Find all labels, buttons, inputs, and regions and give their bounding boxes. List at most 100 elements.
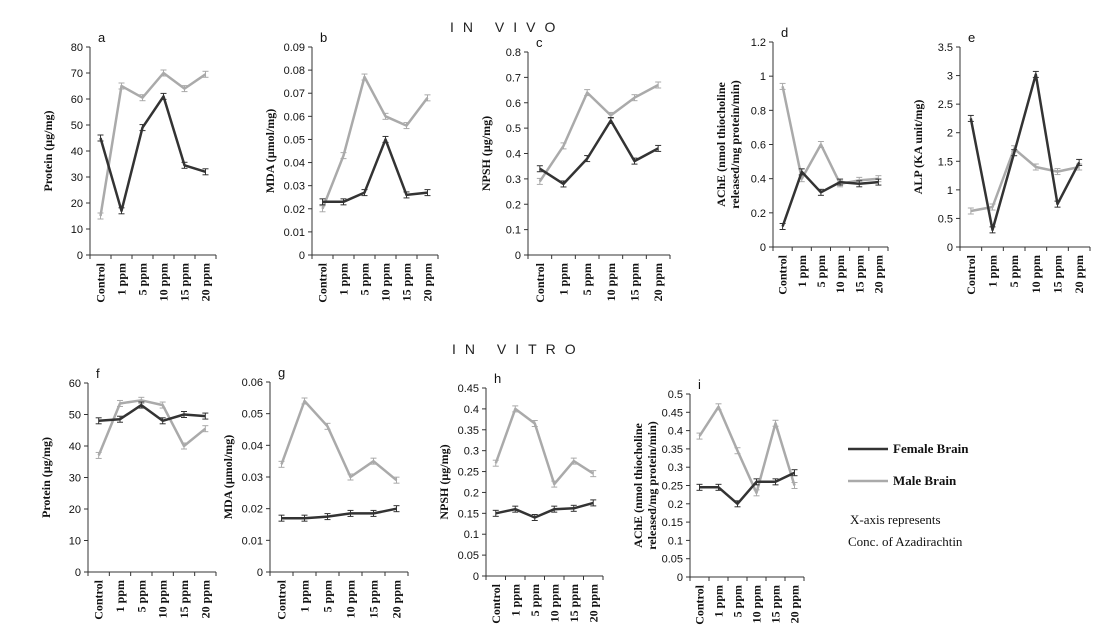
x-tick-label: 15 ppm	[367, 580, 381, 618]
x-tick-label: 15 ppm	[628, 263, 642, 301]
x-tick-label: 15 ppm	[178, 263, 192, 301]
panel-label: h	[494, 371, 501, 386]
y-tick-label: 0.2	[464, 487, 479, 499]
y-tick-label: 0.05	[662, 554, 683, 566]
x-tick-label: 20 ppm	[390, 580, 404, 618]
y-tick-label: 0.8	[506, 47, 521, 59]
y-tick-label: 0.7	[506, 72, 521, 84]
y-tick-label: 0.15	[458, 508, 479, 520]
y-axis-label-line2: released/mg protein/min)	[645, 421, 659, 550]
x-tick-label: 10 ppm	[750, 585, 764, 623]
y-tick-label: 0.02	[242, 504, 263, 516]
series-line-female	[281, 507, 397, 520]
y-tick-label: 0.3	[464, 446, 479, 458]
x-tick-label: 20 ppm	[871, 255, 885, 293]
series-line-female	[495, 501, 594, 519]
series-line-male	[99, 71, 207, 217]
panel-label: c	[536, 35, 543, 50]
x-tick-label: 5 ppm	[321, 580, 335, 612]
series-line-male	[321, 75, 429, 210]
y-tick-label: 10	[69, 536, 81, 548]
y-tick-label: 0.4	[668, 426, 683, 438]
y-tick-label: 0.2	[506, 199, 521, 211]
x-tick-label: 10 ppm	[156, 580, 170, 618]
x-tick-label: 1 ppm	[113, 580, 127, 612]
x-tick-label: 20 ppm	[586, 584, 600, 622]
y-tick-label: 80	[71, 42, 83, 54]
x-tick-label: 15 ppm	[1051, 255, 1065, 293]
y-tick-label: 0.01	[242, 535, 263, 547]
y-tick-label: 60	[71, 94, 83, 106]
series-line-female	[98, 403, 206, 423]
y-axis-label: MDA (µmol/mg)	[263, 109, 277, 194]
panel-label: i	[698, 377, 701, 392]
in-vivo-title: IN VIVO	[450, 19, 564, 35]
y-tick-label: 0	[515, 250, 521, 262]
x-tick-label: 1 ppm	[712, 585, 726, 617]
series-line-male	[538, 83, 659, 183]
x-tick-label: 5 ppm	[814, 255, 828, 287]
x-tick-label: 20 ppm	[198, 580, 212, 618]
y-tick-label: 0.25	[662, 481, 683, 493]
x-tick-label: 1 ppm	[795, 255, 809, 287]
y-tick-label: 0.2	[751, 208, 766, 220]
y-tick-label: 0.5	[938, 213, 953, 225]
axis-note-line2: Conc. of Azadirachtin	[848, 534, 963, 549]
chart-a: 0 10 20 30 40 50 60 70 80 Control 1 ppm 5 ppm 10 ppm…	[41, 30, 217, 303]
panel-label: d	[781, 25, 788, 40]
y-axis-label: MDA (µmol/mg)	[221, 435, 235, 520]
y-tick-label: 0.04	[242, 440, 263, 452]
y-tick-label: 0.1	[464, 529, 479, 541]
y-tick-label: 70	[71, 68, 83, 80]
x-tick-label: Control	[693, 584, 707, 624]
series-line-female	[539, 119, 659, 186]
x-tick-label: 5 ppm	[1007, 255, 1021, 287]
y-tick-label: 0.6	[506, 98, 521, 110]
y-tick-label: 0.05	[458, 550, 479, 562]
y-axis-label: ALP (KA unit/mg)	[911, 100, 925, 195]
y-tick-label: 0	[257, 567, 263, 579]
y-axis-label-line1: AChE (nmol thiocholine	[631, 422, 645, 547]
chart-d: 0 0.2 0.4 0.6 0.8 1 1.2 Control 1 ppm 5 ppm 10 ppm…	[714, 25, 889, 295]
y-tick-label: 60	[69, 378, 81, 390]
chart-c: 0 0.1 0.2 0.3 0.4 0.5 0.6 0.7 0.8 Control 1 ppm 5 p…	[479, 35, 671, 303]
y-tick-label: 0.01	[284, 227, 305, 239]
y-tick-label: 0.35	[662, 444, 683, 456]
y-axis-label: Protein (µg/mg)	[41, 110, 55, 191]
series-line-male	[781, 86, 879, 186]
y-tick-label: 0.5	[506, 123, 521, 135]
y-tick-label: 0.4	[464, 404, 479, 416]
x-tick-label: 5 ppm	[136, 263, 150, 295]
panel-label: e	[968, 30, 975, 45]
y-tick-label: 0.05	[242, 409, 263, 421]
legend: Female Brain Male Brain	[848, 441, 969, 488]
y-tick-label: 0.09	[284, 42, 305, 54]
y-tick-label: 0.1	[668, 535, 683, 547]
chart-i: 0 0.05 0.1 0.15 0.2 0.25 0.3 0.35 0.4 0.45 0.5 Cont…	[631, 377, 805, 625]
legend-male-label: Male Brain	[893, 473, 957, 488]
chart-g: 0 0.01 0.02 0.03 0.04 0.05 0.06 Control 1 ppm 5 p…	[221, 365, 409, 620]
x-tick-label: 10 ppm	[344, 580, 358, 618]
x-tick-label: 15 ppm	[177, 580, 191, 618]
y-tick-label: 0	[75, 567, 81, 579]
series-line-male	[280, 399, 398, 482]
y-tick-label: 0	[947, 242, 953, 254]
y-tick-label: 30	[69, 473, 81, 485]
y-tick-label: 1.5	[938, 156, 953, 168]
y-tick-label: 0.3	[668, 462, 683, 474]
x-tick-label: 5 ppm	[134, 580, 148, 612]
y-tick-label: 20	[71, 198, 83, 210]
x-tick-label: 10 ppm	[604, 263, 618, 301]
x-tick-label: 10 ppm	[547, 584, 561, 622]
y-tick-label: 0.6	[751, 140, 766, 152]
y-tick-label: 1	[947, 185, 953, 197]
x-tick-label: 10 ppm	[1029, 255, 1043, 293]
x-tick-label: 20 ppm	[1072, 255, 1086, 293]
x-tick-label: 1 ppm	[508, 584, 522, 616]
y-tick-label: 0.45	[662, 407, 683, 419]
y-tick-label: 0.06	[284, 111, 305, 123]
series-line-female	[99, 95, 206, 213]
x-tick-label: Control	[533, 262, 547, 302]
y-tick-label: 0.4	[506, 149, 521, 161]
